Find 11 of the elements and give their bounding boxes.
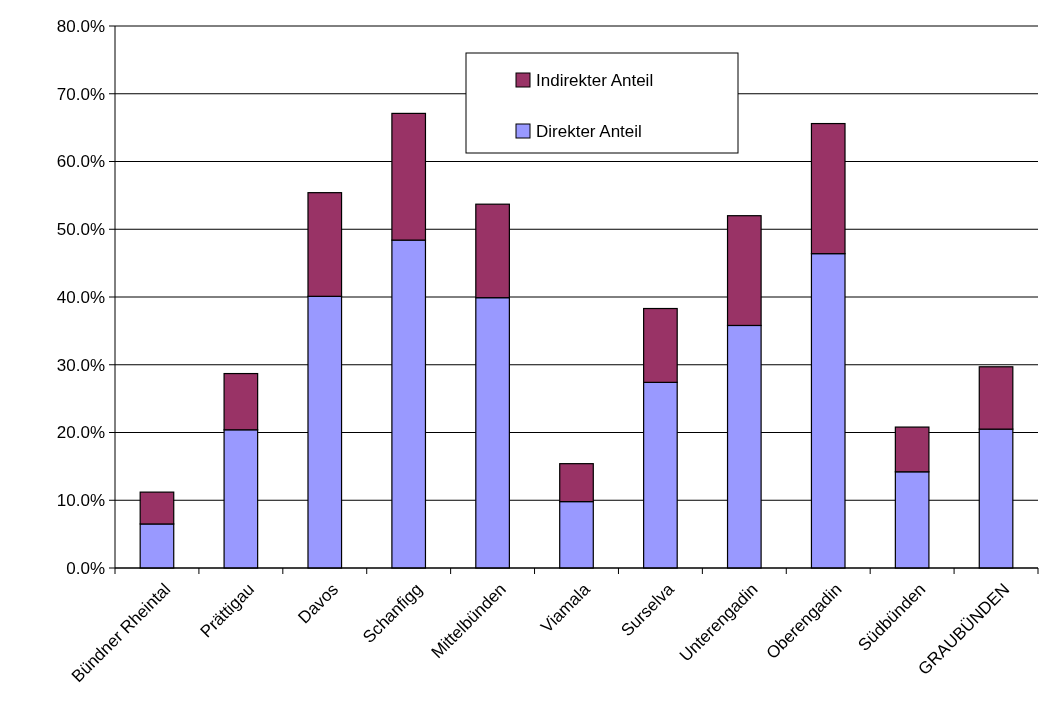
y-tick-label: 30.0%	[56, 355, 105, 375]
y-tick-label: 60.0%	[56, 152, 105, 172]
y-tick-label: 70.0%	[56, 84, 105, 104]
y-tick-label: 40.0%	[56, 287, 105, 307]
y-tick-label: 50.0%	[56, 220, 105, 240]
y-tick-label: 10.0%	[56, 491, 105, 511]
legend-label: Direkter Anteil	[536, 121, 642, 141]
y-tick-label: 80.0%	[56, 16, 105, 36]
y-tick-label: 20.0%	[56, 423, 105, 443]
y-tick-label: 0.0%	[66, 558, 105, 578]
legend-label: Indirekter Anteil	[536, 70, 654, 90]
